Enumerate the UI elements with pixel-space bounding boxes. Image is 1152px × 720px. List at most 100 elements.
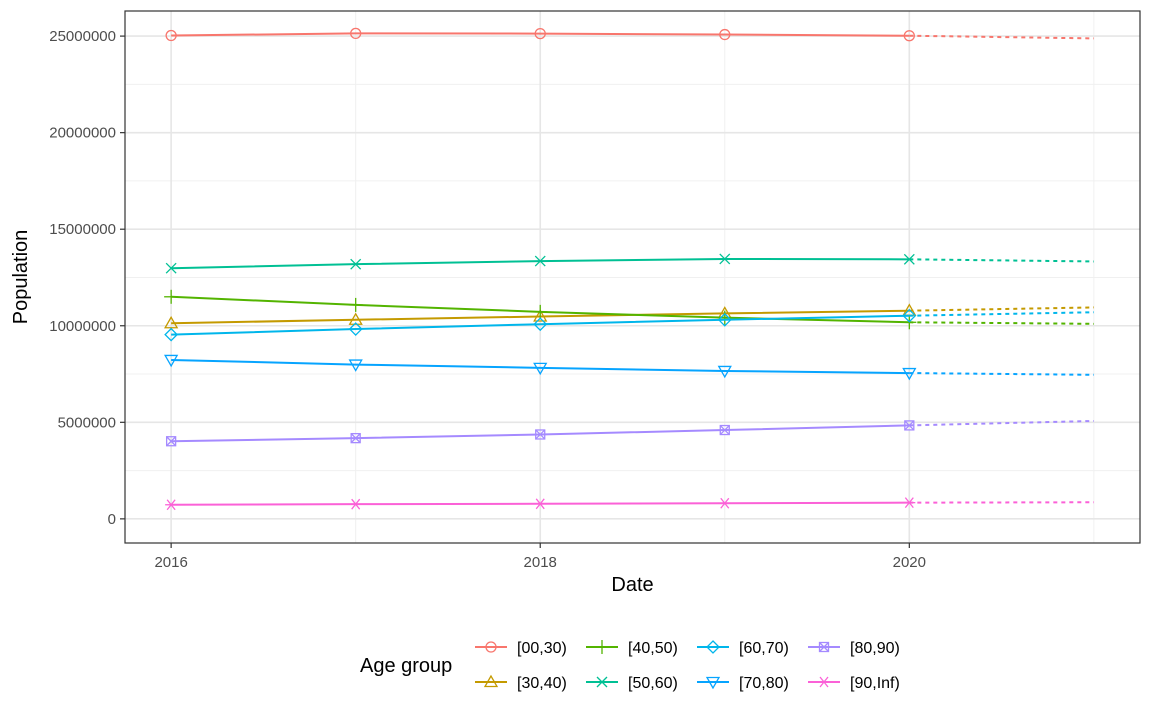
- legend-label: [40,50): [628, 640, 678, 657]
- point-square: [535, 429, 546, 440]
- point-square: [818, 641, 830, 653]
- data-point: [164, 354, 179, 368]
- series-7: [165, 497, 1094, 511]
- legend-label: [00,30): [517, 640, 567, 657]
- data-point: [535, 429, 546, 440]
- point-star-b: [535, 498, 545, 510]
- point-triangle: [348, 312, 363, 325]
- data-point: [350, 258, 362, 270]
- data-point: [164, 289, 179, 304]
- data-point: [483, 674, 499, 688]
- series-line: [171, 314, 910, 336]
- point-circle: [534, 27, 546, 40]
- data-point: [719, 28, 731, 41]
- point-triangle-down: [348, 359, 363, 372]
- data-point: [705, 676, 721, 690]
- y-tick-label: 15000000: [49, 221, 116, 238]
- data-point: [719, 424, 730, 436]
- point-diamond: [164, 327, 179, 342]
- y-tick-label: 25000000: [49, 28, 116, 45]
- point-square-diag-b: [819, 642, 829, 652]
- data-point: [717, 312, 732, 327]
- point-x-b: [719, 253, 731, 265]
- point-circle: [719, 28, 731, 41]
- point-x-b: [596, 676, 608, 688]
- x-axis: 2016 2018 2020: [154, 543, 926, 571]
- point-x-b: [903, 253, 915, 265]
- data-point: [348, 312, 363, 325]
- legend-item-6: [80,90): [808, 640, 900, 657]
- point-x-b: [350, 258, 362, 270]
- point-circle: [165, 29, 177, 42]
- forecast-line: [909, 419, 1094, 427]
- x-axis-title: Date: [611, 574, 653, 596]
- point-star-b: [819, 676, 829, 688]
- point-square-diag-b: [904, 420, 915, 431]
- gridlines: [125, 11, 1140, 543]
- point-diamond: [533, 317, 548, 332]
- point-star-b: [166, 499, 176, 511]
- data-point: [485, 641, 497, 653]
- point-diamond: [902, 308, 917, 323]
- data-point: [818, 676, 830, 688]
- data-point: [534, 255, 546, 267]
- point-circle: [903, 30, 915, 42]
- y-tick-label: 0: [108, 511, 116, 528]
- forecast-line: [909, 372, 1094, 376]
- data-point: [164, 327, 179, 342]
- legend-item-3: [50,60): [586, 675, 678, 692]
- point-square-diag-b: [350, 433, 361, 444]
- data-point: [533, 309, 548, 322]
- point-diamond: [717, 312, 732, 327]
- point-star-b: [351, 498, 361, 510]
- point-star-b: [720, 497, 730, 509]
- data-point: [596, 676, 608, 688]
- forecast-line: [909, 258, 1094, 263]
- x-tick-label: 2018: [524, 554, 557, 571]
- point-diamond: [706, 640, 720, 654]
- data-point: [902, 367, 917, 381]
- data-point: [534, 27, 546, 40]
- point-triangle-down: [717, 365, 732, 379]
- point-square: [165, 436, 177, 447]
- series-6: [165, 419, 1094, 447]
- legend-label: [90,Inf): [850, 675, 900, 692]
- data-point: [165, 499, 178, 511]
- data-point: [348, 297, 363, 312]
- legend-title: Age group: [360, 655, 452, 677]
- data-point: [903, 30, 915, 42]
- series-0: [165, 27, 1094, 42]
- legend-item-1: [30,40): [475, 674, 567, 692]
- data-point: [350, 432, 361, 444]
- series-4: [164, 308, 1094, 342]
- legend-item-0: [00,30): [475, 640, 567, 657]
- data-point: [165, 262, 177, 274]
- series-line: [171, 32, 910, 37]
- data-point: [902, 308, 917, 323]
- legend-label: [70,80): [739, 675, 789, 692]
- series-line: [171, 358, 910, 375]
- data-point: [818, 641, 830, 653]
- legend-item-4: [60,70): [697, 640, 789, 657]
- legend-label: [50,60): [628, 675, 678, 692]
- point-star-b: [904, 497, 914, 509]
- data-point: [717, 365, 732, 379]
- series-3: [165, 253, 1094, 274]
- data-point: [534, 498, 547, 510]
- point-circle: [485, 641, 497, 653]
- point-square-diag-b: [535, 429, 546, 440]
- x-tick-label: 2016: [154, 554, 187, 571]
- y-tick-label: 5000000: [58, 414, 116, 431]
- point-triangle-down: [164, 354, 179, 368]
- point-diamond: [348, 322, 363, 336]
- point-triangle-down: [533, 362, 548, 376]
- data-point: [165, 436, 177, 447]
- series-5: [164, 354, 1094, 381]
- legend: Age group [00,30) [30,40) [40,50) [50,60) [6…: [360, 640, 900, 692]
- point-square: [904, 420, 915, 431]
- legend-label: [80,90): [850, 640, 900, 657]
- point-triangle: [483, 674, 499, 688]
- data-point: [533, 304, 548, 319]
- y-tick-label: 10000000: [49, 318, 116, 335]
- data-point: [904, 420, 915, 431]
